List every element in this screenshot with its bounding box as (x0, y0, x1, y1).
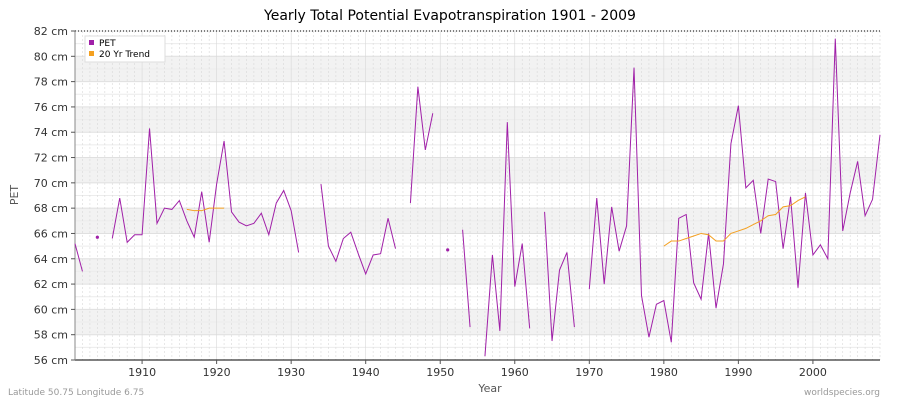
chart-title: Yearly Total Potential Evapotranspiratio… (263, 8, 636, 24)
x-axis-label: Year (477, 382, 502, 395)
y-tick-label: 66 cm (34, 227, 68, 240)
series-line-trend (186, 207, 225, 212)
series-point-pet (446, 248, 450, 252)
series-line-pet (544, 211, 575, 342)
x-tick-label: 1940 (352, 366, 380, 379)
y-tick-label: 80 cm (34, 50, 68, 63)
x-tick-label: 1990 (724, 366, 752, 379)
series-line-pet (588, 38, 881, 343)
footer-source: worldspecies.org (804, 388, 880, 398)
series-line-pet (320, 184, 396, 276)
y-tick-label: 82 cm (34, 25, 68, 38)
y-tick-label: 62 cm (34, 278, 68, 291)
legend-label-trend: 20 Yr Trend (99, 50, 150, 60)
y-tick-label: 74 cm (34, 126, 68, 139)
y-tick-label: 70 cm (34, 177, 68, 190)
legend-box (84, 35, 166, 63)
y-tick-label: 64 cm (34, 253, 68, 266)
y-tick-label: 76 cm (34, 101, 68, 114)
series-line-pet (409, 86, 434, 204)
series-group (74, 38, 881, 357)
series-line-trend (663, 196, 806, 247)
x-tick-label: 1930 (277, 366, 305, 379)
grid-lines (74, 30, 881, 361)
legend-label-pet: PET (99, 39, 116, 49)
y-tick-label: 72 cm (34, 152, 68, 165)
series-line-pet (111, 128, 300, 253)
series-line-pet (484, 122, 531, 357)
x-tick-label: 1980 (650, 366, 678, 379)
y-tick-label: 58 cm (34, 329, 68, 342)
x-tick-label: 1910 (128, 366, 156, 379)
legend: PET 20 Yr Trend (84, 35, 166, 63)
x-tick-label: 1950 (426, 366, 454, 379)
y-tick-label: 68 cm (34, 202, 68, 215)
y-tick-label: 78 cm (34, 76, 68, 89)
y-tick-label: 56 cm (34, 354, 68, 367)
y-axis-label: PET (8, 185, 21, 206)
series-line-pet (462, 229, 471, 328)
series-line-pet (74, 243, 83, 272)
legend-swatch-trend (89, 51, 94, 56)
x-tick-label: 2000 (799, 366, 827, 379)
x-tick-label: 1920 (203, 366, 231, 379)
x-tick-label: 1970 (575, 366, 603, 379)
series-point-pet (95, 235, 99, 239)
footer-location: Latitude 50.75 Longitude 6.75 (8, 388, 144, 398)
legend-swatch-pet (89, 40, 94, 45)
x-axis-ticks: 1910 1920 1930 1940 1950 1960 1970 1980 1990 2000 (128, 360, 827, 379)
x-tick-label: 1960 (501, 366, 529, 379)
y-tick-label: 60 cm (34, 303, 68, 316)
y-axis-ticks: 56 cm 58 cm 60 cm 62 cm 64 cm 66 cm 68 cm 70 cm… (34, 25, 75, 367)
